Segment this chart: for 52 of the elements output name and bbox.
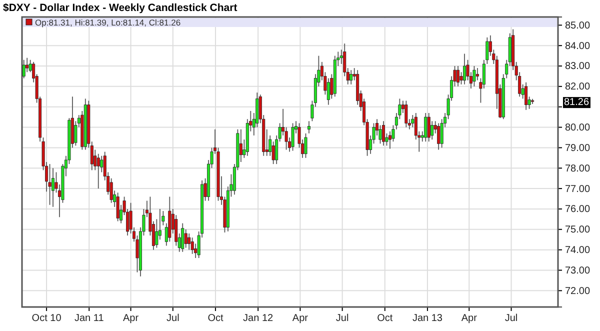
y-tick-label: 84.00 [565, 40, 590, 52]
y-tick-label: 83.00 [565, 61, 590, 72]
y-tick-label: 85.00 [565, 20, 590, 32]
y-tick-label: 79.00 [565, 142, 590, 154]
candlestick [304, 132, 308, 158]
candlestick [472, 66, 476, 87]
y-tick-label: 77.00 [565, 184, 590, 195]
y-tick-label: 75.00 [565, 224, 590, 236]
x-tick-label: Apr [122, 313, 140, 324]
x-tick-label: Apr [461, 313, 478, 324]
candlestick [188, 233, 191, 250]
candlestick [404, 100, 408, 128]
candlestick [382, 120, 385, 146]
candlestick [456, 66, 460, 87]
x-tick-label: Jul [166, 313, 180, 324]
y-tick-label: 80.00 [565, 122, 590, 134]
y-tick-label: 78.00 [565, 163, 590, 174]
candlestick [291, 122, 294, 152]
x-tick-label: Jan 13 [412, 313, 443, 324]
candlestick [463, 53, 466, 85]
annotation: Op:81.31, Hi:81.39, Lo:81.14, Cl:81.26 [35, 18, 181, 28]
x-tick-label: Oct 10 [32, 313, 62, 324]
candlestick [437, 122, 440, 150]
candlestick [116, 192, 120, 222]
candlestick [52, 168, 55, 208]
candlestick [26, 57, 29, 73]
candlestick [307, 120, 310, 134]
candlestick [350, 70, 353, 85]
x-tick-label: Jan 12 [243, 313, 274, 324]
candlestick [424, 112, 428, 142]
y-tick-label: 72.00 [565, 286, 590, 297]
y-tick-label: 74.00 [565, 245, 590, 256]
chart-title: $DXY - Dollar Index - Weekly Candlestick Chart [3, 2, 238, 14]
x-tick-label: Oct [377, 313, 393, 324]
candlestick [190, 237, 194, 254]
candlestick [181, 222, 184, 252]
candlestick [524, 82, 528, 110]
candlestick [96, 153, 100, 189]
y-tick-label: 76.00 [565, 204, 590, 216]
x-tick-label: Jul [336, 313, 349, 324]
candlestick [430, 120, 434, 140]
candlestick [427, 112, 430, 142]
x-tick-label: Jan 11 [74, 313, 104, 324]
y-tick-label: 73.00 [565, 265, 590, 276]
text: 81.26 [564, 97, 590, 108]
x-tick-label: Apr [292, 313, 309, 324]
x-tick-label: Oct [208, 313, 224, 324]
x-tick-label: Jul [504, 313, 518, 324]
candlestick [476, 68, 479, 81]
candlestick [184, 228, 188, 248]
candlestick [48, 164, 52, 206]
y-tick-label: 82.00 [565, 82, 590, 93]
